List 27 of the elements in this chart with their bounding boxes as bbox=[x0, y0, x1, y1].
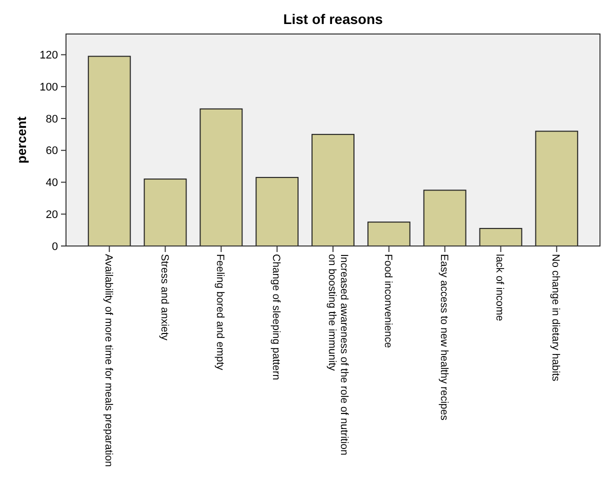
bar bbox=[423, 190, 466, 246]
bar bbox=[479, 228, 522, 246]
y-tick-label: 0 bbox=[52, 240, 58, 253]
x-tick-label: Change of sleeping pattern bbox=[270, 254, 282, 380]
bar bbox=[88, 56, 131, 246]
chart-title: List of reasons bbox=[283, 11, 383, 27]
x-tick-label: Availability of more time for meals preparation bbox=[102, 254, 114, 467]
bar bbox=[312, 134, 354, 246]
y-tick-label: 40 bbox=[46, 177, 58, 190]
x-tick-label: Increased awareness of the role of nutrition on boosting the immunity bbox=[326, 254, 350, 456]
y-tick-label: 100 bbox=[40, 81, 58, 94]
x-tick-label: Food inconvenience bbox=[382, 254, 394, 348]
bar bbox=[256, 176, 299, 246]
y-tick-label: 120 bbox=[40, 50, 58, 62]
x-tick-label: Feeling bored and empty bbox=[214, 254, 226, 371]
x-tick-label: Stress and anxiety bbox=[158, 254, 170, 342]
y-axis-title: percent bbox=[14, 116, 29, 164]
y-tick-label: 60 bbox=[46, 145, 58, 158]
x-tick-label: Easy access to new healthy recipes bbox=[438, 254, 450, 420]
y-tick-label: 20 bbox=[46, 208, 58, 221]
y-tick-label: 80 bbox=[46, 113, 58, 126]
bar bbox=[200, 108, 243, 246]
bar bbox=[535, 130, 578, 246]
x-tick-label: No change in dietary habits bbox=[550, 254, 562, 382]
bar bbox=[144, 178, 187, 246]
x-tick-label: lack of income bbox=[494, 254, 506, 322]
bar bbox=[367, 222, 410, 246]
